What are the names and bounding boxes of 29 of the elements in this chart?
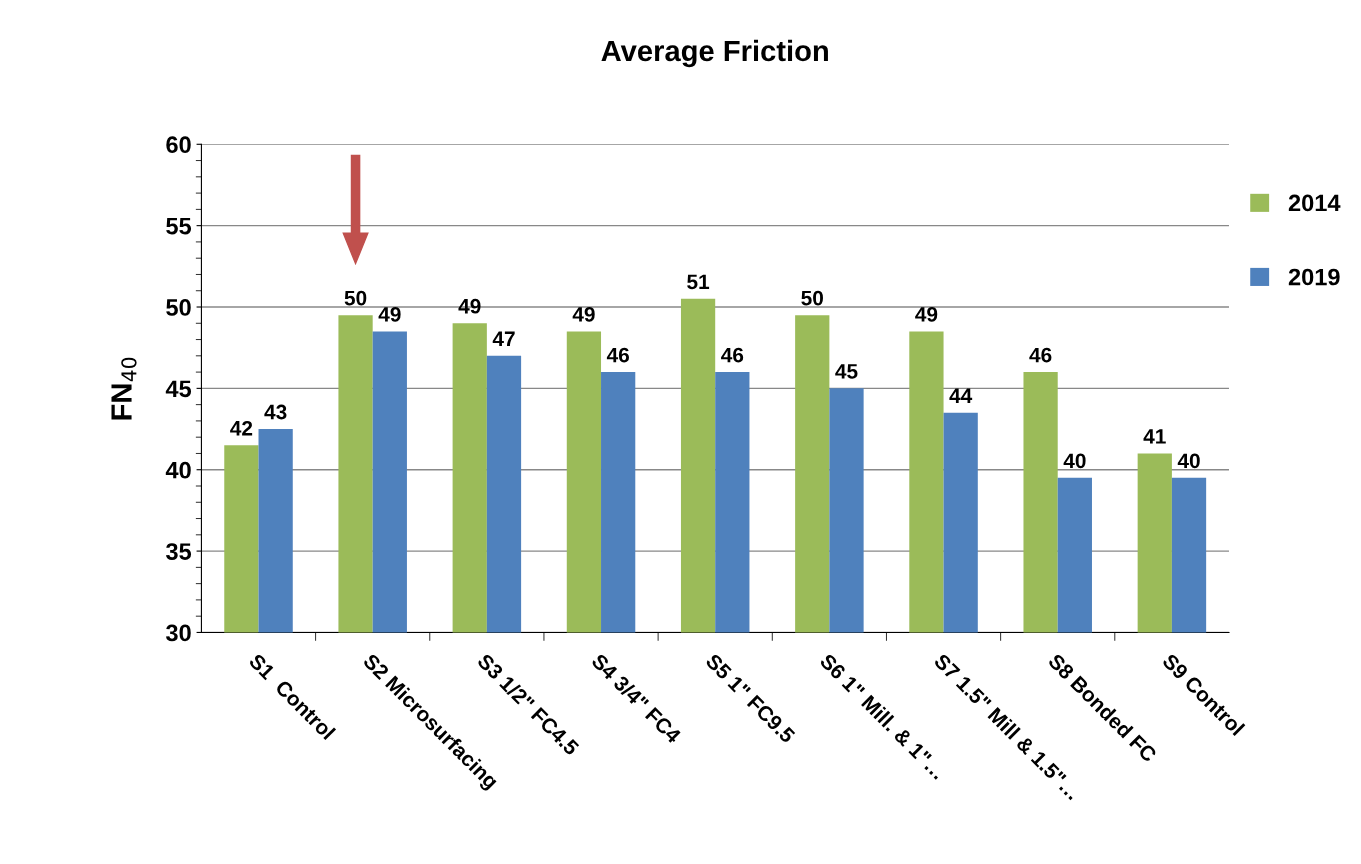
data-label: 49 bbox=[572, 306, 595, 322]
data-label: 50 bbox=[801, 290, 823, 306]
data-label: 40 bbox=[1063, 453, 1086, 469]
y-tick-label: 30 bbox=[165, 624, 191, 642]
data-label: 49 bbox=[378, 306, 401, 322]
y-tick-label: 45 bbox=[165, 380, 192, 398]
data-label: 47 bbox=[492, 331, 515, 346]
data-label: 49 bbox=[458, 298, 481, 314]
data-label: 40 bbox=[1177, 453, 1200, 469]
data-label: 41 bbox=[1143, 429, 1166, 444]
data-label: 45 bbox=[835, 364, 858, 379]
y-axis-title: FN$_{40}$ bbox=[111, 357, 137, 420]
data-label: 46 bbox=[606, 347, 629, 363]
data-label: 49 bbox=[915, 306, 938, 322]
legend-label: 2014 bbox=[1288, 194, 1341, 212]
y-tick-label: 55 bbox=[166, 217, 192, 235]
data-label: 43 bbox=[264, 404, 287, 420]
chart-title: Average Friction bbox=[601, 39, 828, 68]
y-tick-label: 35 bbox=[165, 543, 192, 560]
y-tick-label: 60 bbox=[166, 136, 191, 154]
legend-label: 2019 bbox=[1288, 268, 1340, 286]
data-label: 51 bbox=[687, 274, 710, 290]
y-tick-label: 50 bbox=[166, 299, 191, 316]
data-label: 42 bbox=[230, 420, 253, 436]
data-label: 50 bbox=[344, 290, 367, 306]
data-label: 44 bbox=[949, 388, 973, 403]
y-tick-label: 40 bbox=[165, 461, 191, 479]
data-label: 46 bbox=[721, 347, 744, 363]
data-label: 46 bbox=[1029, 347, 1052, 363]
